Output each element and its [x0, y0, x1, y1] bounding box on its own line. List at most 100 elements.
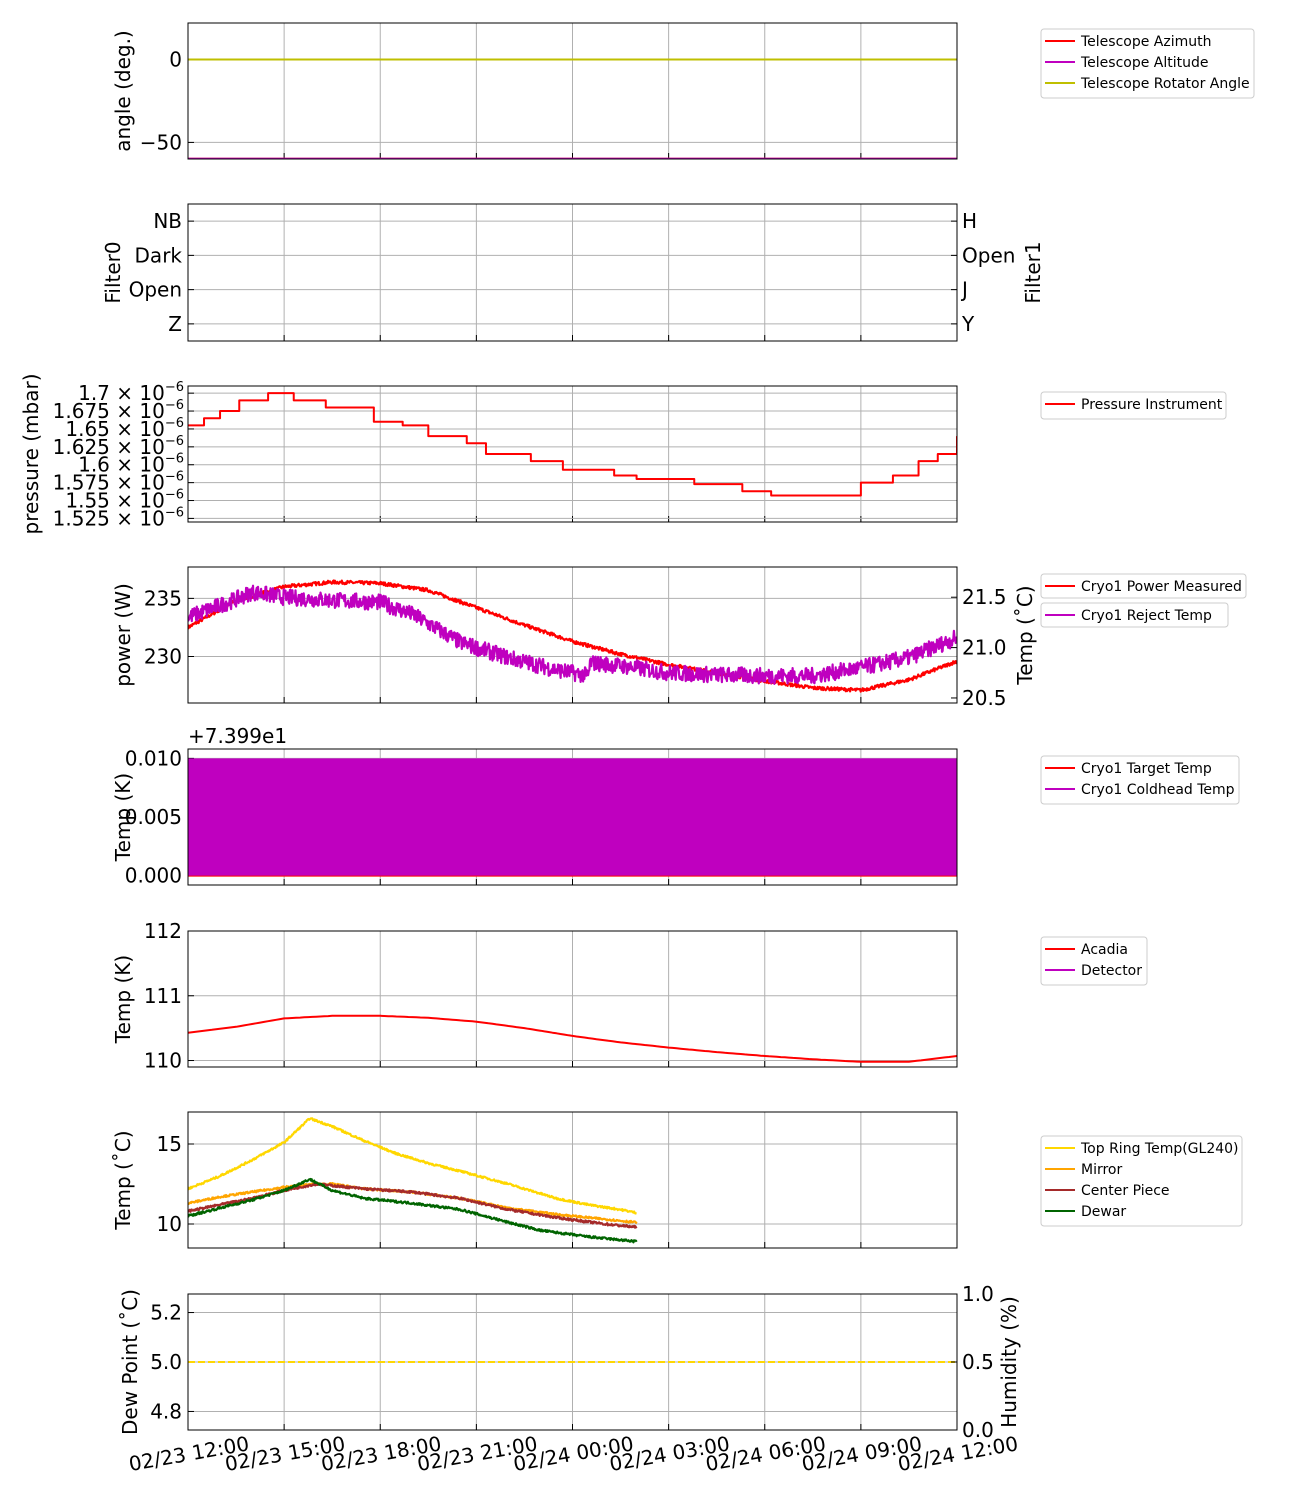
y-tick-label: 230: [144, 645, 182, 669]
legend-box: [1040, 1135, 1243, 1227]
y-tick-label: 1.675 × 10−6: [53, 398, 184, 423]
y-tick-label: 0.010: [125, 746, 182, 770]
y-tick-label: 5.0: [150, 1350, 182, 1374]
y-tick-label: 5.2: [150, 1301, 182, 1325]
axes-frame: [187, 748, 958, 886]
y-tick-label: NB: [153, 209, 182, 233]
y-offset-label: +7.399e1: [188, 724, 287, 748]
panel-dewpoint: 4.8 5.0 5.2 0.0 0.5 1.0 Dew Point (˚C) Humidity…: [118, 1282, 1021, 1442]
legend-label: Center Piece: [1081, 1183, 1170, 1199]
y-axis-label: Filter0: [101, 241, 125, 303]
y-tick-label: Dark: [135, 243, 183, 267]
y-axis-label: Dew Point (˚C): [118, 1289, 142, 1435]
series-dewar: [188, 1177, 638, 1244]
legend-label: Cryo1 Power Measured: [1081, 579, 1242, 595]
y-tick-label: 111: [144, 984, 182, 1008]
y-tick-label: 235: [144, 586, 182, 610]
plot-area-pressure: [188, 392, 957, 497]
legend-box: [1040, 573, 1247, 599]
y-tick-label: Z: [168, 312, 182, 336]
series-top-ring-temp-gl240-: [188, 1117, 638, 1215]
legend-label: Detector: [1081, 963, 1142, 979]
legend-label: Telescope Altitude: [1080, 55, 1209, 71]
y-tick-label-right: 21.0: [962, 636, 1007, 660]
y-tick-label: −50: [140, 130, 182, 154]
y-tick-label: 1.65 × 10−6: [65, 416, 184, 441]
y-tick-label: 0.005: [125, 805, 182, 829]
y-axis-label-right: Humidity (%): [997, 1296, 1021, 1428]
legend-label: Acadia: [1081, 942, 1128, 958]
legend-label: Dewar: [1081, 1204, 1126, 1220]
panel-pressure: 1.7 × 10−61.675 × 10−61.65 × 10−61.625 ×…: [19, 373, 1227, 535]
series-cryo1-power-measured: [188, 579, 957, 693]
legend-box: [1040, 602, 1229, 628]
legend-ambient: Top Ring Temp(GL240) Mirror Center Piece De…: [1040, 1135, 1243, 1227]
y-tick-label: 10: [157, 1212, 182, 1236]
legend-acadia: Acadia Detector: [1040, 936, 1148, 986]
y-tick-label-right: Open: [962, 243, 1015, 267]
axes-frame: [187, 22, 958, 160]
y-tick-label: 112: [144, 919, 182, 943]
y-tick-label: 1.55 × 10−6: [65, 488, 184, 513]
y-tick-label-right: 21.5: [962, 585, 1007, 609]
y-tick-label-right: Y: [961, 312, 975, 336]
y-axis-label: Temp (K): [111, 773, 135, 862]
y-tick-label: Open: [129, 278, 182, 302]
panel-filters: Z Open Dark NB YJ Open H Filter0 Filter1: [101, 203, 1045, 342]
plot-area-ambient: [188, 1117, 638, 1244]
series-acadia: [188, 1014, 957, 1063]
y-tick-label: 15: [157, 1132, 182, 1156]
y-tick-label: 1.625 × 10−6: [53, 434, 184, 459]
legend-label: Cryo1 Target Temp: [1081, 761, 1212, 777]
y-tick-label: 1.7 × 10−6: [78, 380, 184, 405]
y-axis-label: pressure (mbar): [19, 373, 43, 534]
legend-label: Cryo1 Coldhead Temp: [1081, 782, 1235, 798]
plot-area-acadia: [188, 1014, 957, 1063]
axes-frame: [187, 1111, 958, 1249]
panel-ambient: 10 15 Temp (˚C) Top Ring Temp(GL240) Mirror C…: [111, 1111, 1243, 1249]
y-tick-label: 0.000: [125, 864, 182, 888]
legend-pressure: Pressure Instrument: [1040, 391, 1227, 420]
legend-box: [1040, 391, 1227, 420]
y-axis-label: Temp (K): [111, 955, 135, 1044]
y-axis-label-right: Temp (˚C): [1013, 585, 1037, 685]
legend-box: [1040, 28, 1255, 99]
y-axis-label: Temp (˚C): [111, 1130, 135, 1230]
legend-label: Mirror: [1081, 1162, 1122, 1178]
y-tick-label-right: 0.0: [962, 1418, 994, 1442]
y-tick-label-right: H: [962, 209, 977, 233]
y-tick-label: 110: [144, 1049, 182, 1073]
legend-label: Telescope Azimuth: [1080, 34, 1211, 50]
legend-cryo_power: Cryo1 Power Measured Cryo1 Reject Temp: [1040, 573, 1247, 628]
y-tick-label-right: J: [960, 278, 968, 302]
plot-area-cryo_temp: [188, 758, 957, 877]
series-cryo1-coldhead-temp: [188, 758, 957, 876]
panel-cryo_temp: 0.000 0.005 0.010 Temp (K) +7.399e1 Cryo1 Tar…: [111, 724, 1240, 888]
series-pressure-instrument: [188, 392, 957, 497]
y-tick-label: 1.525 × 10−6: [53, 505, 184, 530]
axes-frame: [187, 930, 958, 1068]
axes-frame: [187, 566, 958, 704]
y-tick-label-right: 1.0: [962, 1282, 994, 1306]
panel-acadia: 110 111 112 Temp (K) Acadia Detector: [111, 919, 1148, 1073]
series-cryo1-reject-temp: [188, 584, 957, 685]
axes-frame: [187, 203, 958, 342]
y-tick-label: 1.6 × 10−6: [78, 452, 184, 477]
legend-label: Pressure Instrument: [1081, 397, 1223, 413]
legend-box: [1040, 755, 1240, 805]
y-axis-label: angle (deg.): [111, 30, 135, 152]
legend-telescope: Telescope Azimuth Telescope Altitude Teles…: [1040, 28, 1255, 99]
y-tick-label: 1.575 × 10−6: [53, 470, 184, 495]
legend-label: Cryo1 Reject Temp: [1081, 608, 1212, 624]
y-tick-label: 0: [169, 47, 182, 71]
y-tick-label-right: 0.5: [962, 1350, 994, 1374]
y-tick-label: 4.8: [150, 1399, 182, 1423]
legend-label: Telescope Rotator Angle: [1080, 76, 1250, 92]
axes-frame: [187, 385, 958, 523]
plot-area-cryo_power: [188, 579, 957, 693]
legend-cryo_temp: Cryo1 Target Temp Cryo1 Coldhead Temp: [1040, 755, 1240, 805]
